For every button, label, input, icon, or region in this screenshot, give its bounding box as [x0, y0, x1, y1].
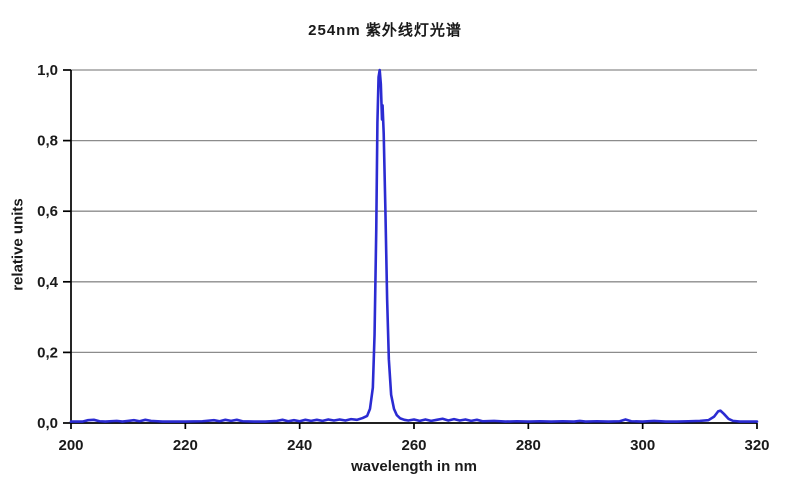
y-tick-label: 1,0 [37, 62, 58, 79]
x-tick-label: 300 [630, 437, 655, 454]
y-tick-label: 0,4 [37, 274, 59, 291]
x-tick-label: 200 [58, 437, 83, 454]
x-tick-label: 220 [173, 437, 198, 454]
x-tick-label: 240 [287, 437, 312, 454]
y-tick-label: 0,2 [37, 344, 58, 361]
x-tick-label: 280 [516, 437, 541, 454]
chart-title: 254nm 紫外线灯光谱 [308, 22, 462, 39]
y-tick-label: 0,0 [37, 415, 58, 432]
spectrum-curve [69, 68, 759, 423]
x-tick-label: 320 [744, 437, 769, 454]
x-tick-label: 260 [401, 437, 426, 454]
x-axis-title: wavelength in nm [351, 458, 477, 475]
y-tick-label: 0,6 [37, 203, 58, 220]
y-tick-label: 0,8 [37, 133, 58, 150]
